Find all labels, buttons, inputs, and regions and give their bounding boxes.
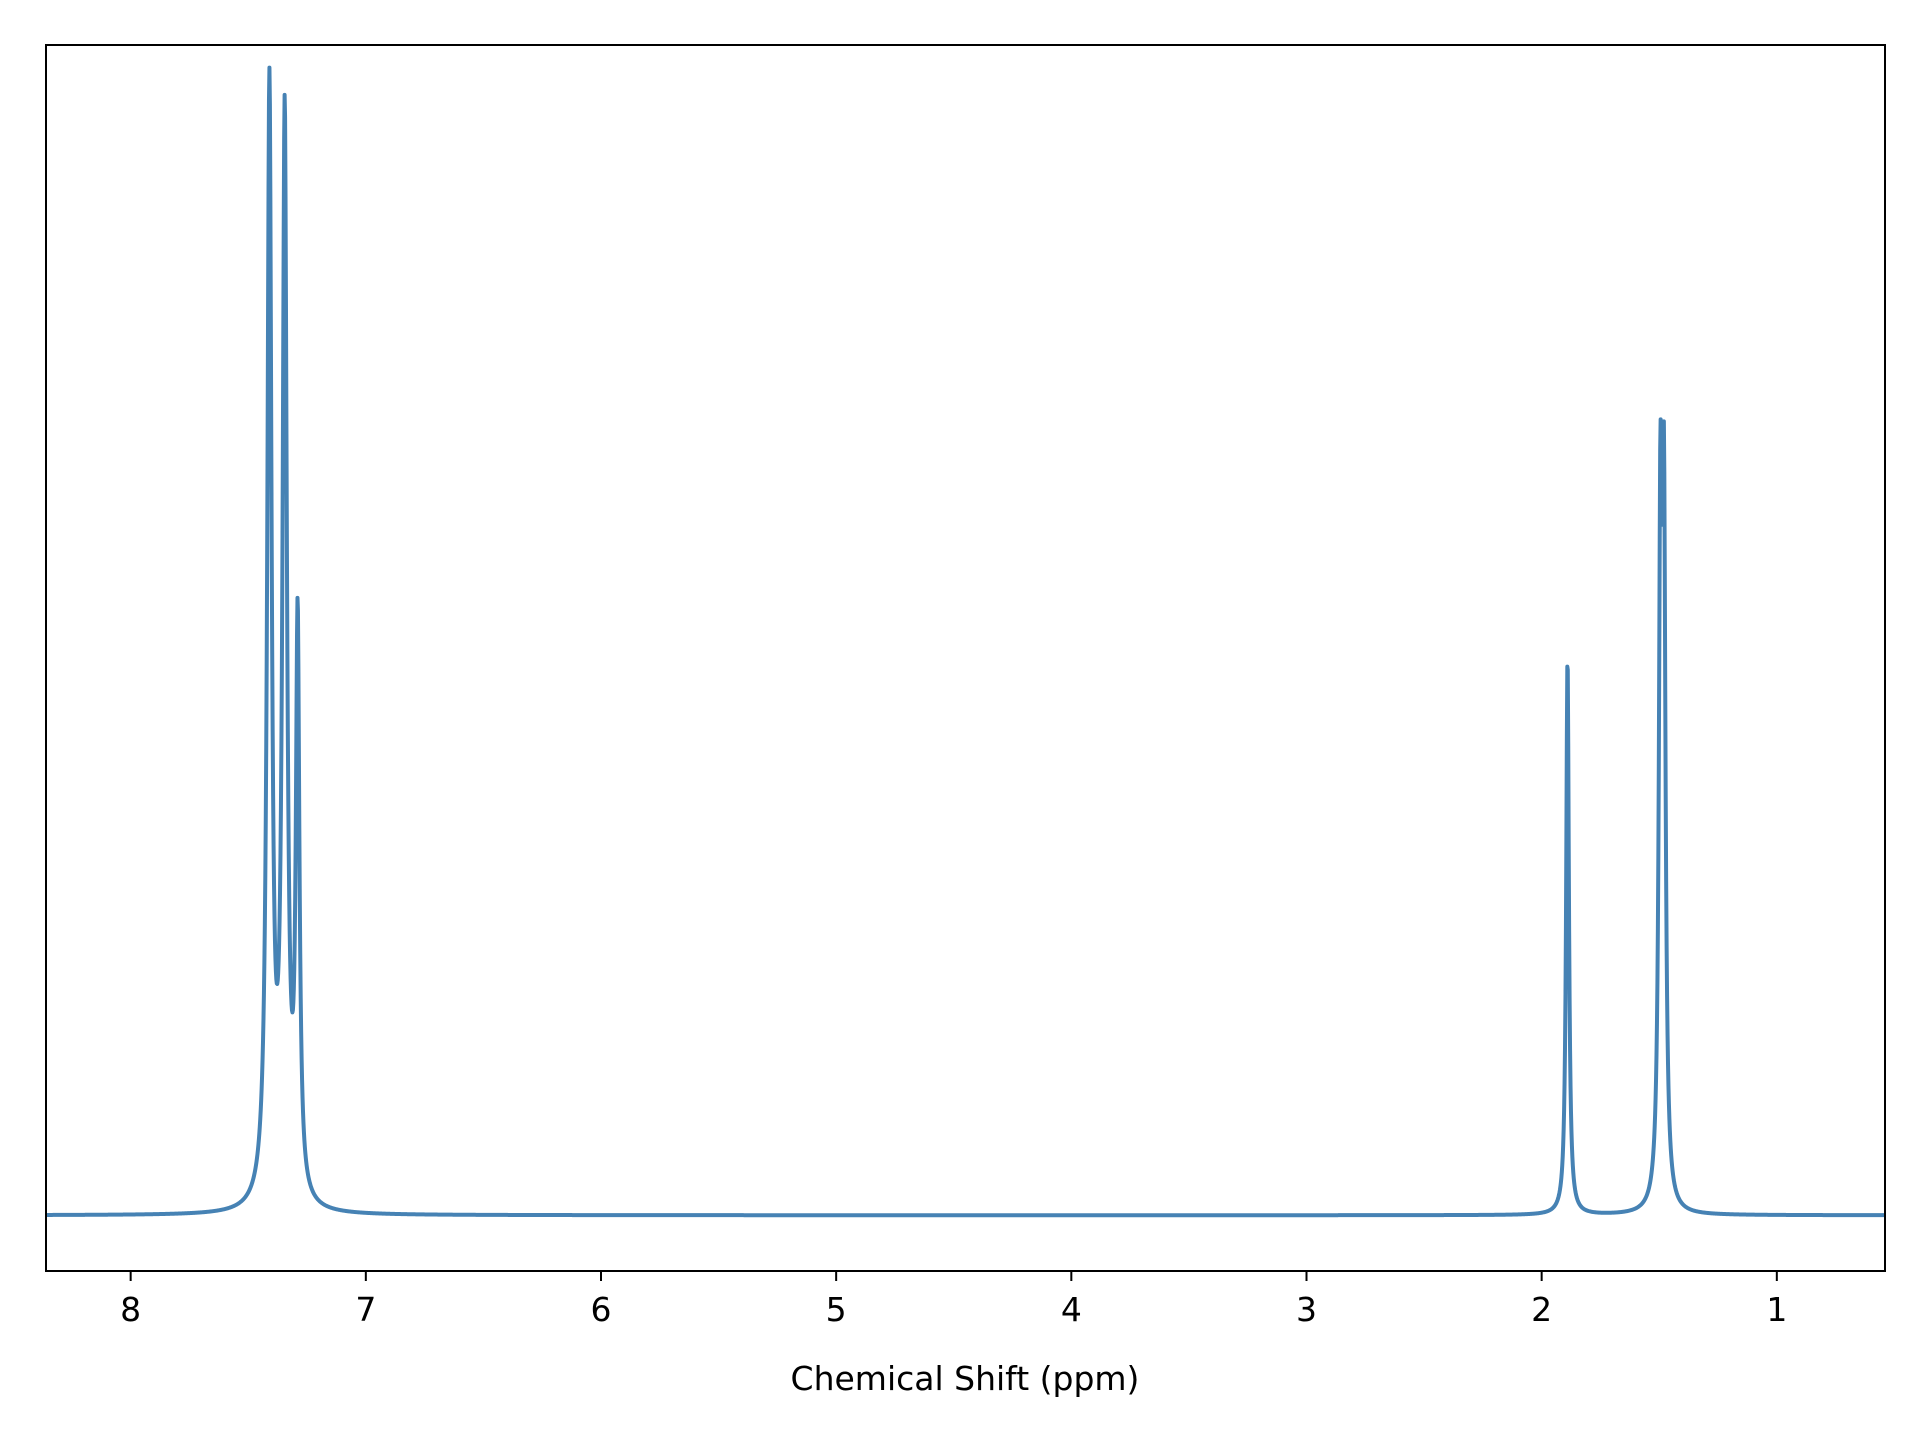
x-tick-label-6: 6 (590, 1290, 611, 1329)
x-tick-label-8: 8 (120, 1290, 141, 1329)
plot-area (44, 65, 1887, 1218)
x-axis-label: Chemical Shift (ppm) (791, 1359, 1140, 1398)
x-axis: 8 7 6 5 4 3 2 1 (120, 1271, 1787, 1329)
x-tick-label-7: 7 (355, 1290, 376, 1329)
axes-frame (45, 44, 1886, 1272)
x-tick-label-4: 4 (1061, 1290, 1082, 1329)
x-tick-label-5: 5 (826, 1290, 847, 1329)
x-tick-label-1: 1 (1766, 1290, 1787, 1329)
x-tick-label-2: 2 (1531, 1290, 1552, 1329)
spectrum-line (44, 65, 1887, 1218)
x-tick-label-3: 3 (1296, 1290, 1317, 1329)
